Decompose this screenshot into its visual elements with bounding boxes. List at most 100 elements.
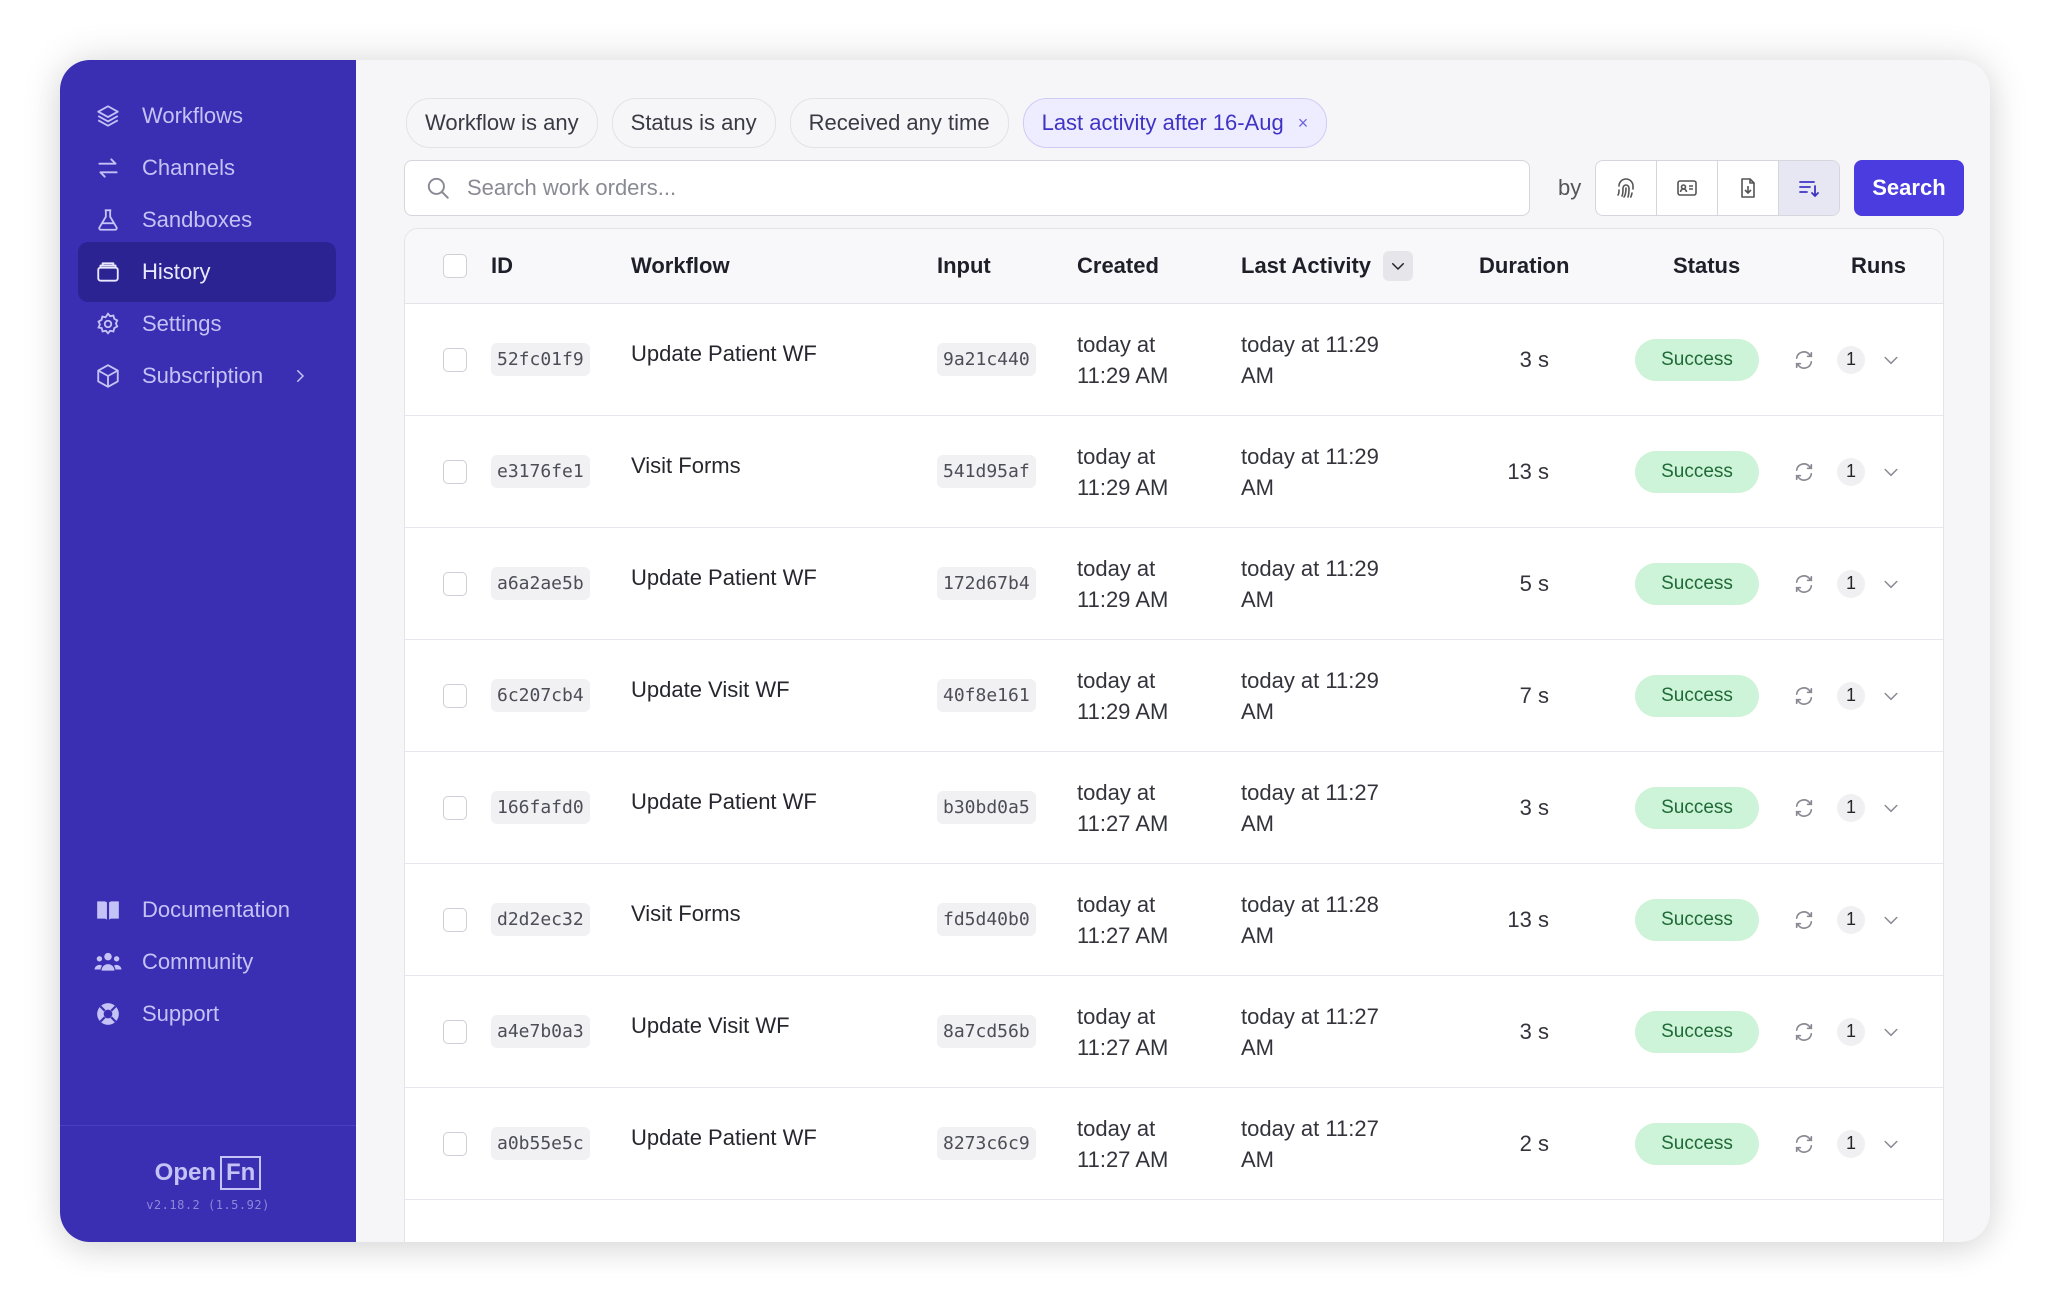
- filter-chip-received[interactable]: Received any time: [789, 98, 1009, 148]
- workflow-name[interactable]: Update Patient WF: [631, 564, 817, 590]
- chevron-down-icon[interactable]: [1881, 462, 1901, 482]
- table-row[interactable]: a0b55e5c Update Patient WF 8273c6c9 today a…: [405, 1088, 1943, 1200]
- workflow-name[interactable]: Visit Forms: [631, 452, 741, 478]
- created-line-2: 11:27 AM: [1077, 922, 1169, 948]
- row-checkbox[interactable]: [443, 1131, 467, 1156]
- sidebar-item-sandboxes[interactable]: Sandboxes: [78, 190, 336, 250]
- status-badge: Success: [1635, 450, 1759, 493]
- col-duration: Duration: [1479, 253, 1570, 278]
- sidebar-item-settings[interactable]: Settings: [78, 294, 336, 354]
- retry-icon[interactable]: [1793, 685, 1815, 707]
- search-by-id-button[interactable]: [1596, 161, 1658, 215]
- col-last-activity[interactable]: Last Activity: [1241, 229, 1414, 303]
- status-cell: Success: [1635, 416, 1759, 527]
- id-cell: 6c207cb4: [491, 640, 590, 751]
- search-by-file-button[interactable]: [1718, 161, 1780, 215]
- work-order-id[interactable]: a6a2ae5b: [491, 567, 590, 600]
- dataclip-id[interactable]: fd5d40b0: [937, 903, 1036, 936]
- row-checkbox[interactable]: [443, 683, 467, 708]
- table-row[interactable]: 52fc01f9 Update Patient WF 9a21c440 today a…: [405, 304, 1943, 416]
- status-cell: Success: [1635, 304, 1759, 415]
- table-row[interactable]: 166fafd0 Update Patient WF b30bd0a5 today a…: [405, 752, 1943, 864]
- row-checkbox[interactable]: [443, 907, 467, 932]
- row-checkbox[interactable]: [443, 459, 467, 484]
- chevron-down-icon[interactable]: [1881, 350, 1901, 370]
- filter-chip-workflow[interactable]: Workflow is any: [406, 98, 598, 148]
- last-activity-cell: today at 11:27 AM: [1241, 976, 1379, 1087]
- workflow-name[interactable]: Update Visit WF: [631, 1012, 790, 1038]
- row-checkbox[interactable]: [443, 795, 467, 820]
- row-checkbox[interactable]: [443, 571, 467, 596]
- work-order-id[interactable]: 166fafd0: [491, 791, 590, 824]
- sidebar-item-documentation[interactable]: Documentation: [78, 880, 336, 940]
- dataclip-id[interactable]: 541d95af: [937, 455, 1036, 488]
- select-all-checkbox[interactable]: [443, 254, 467, 278]
- chevron-down-icon[interactable]: [1881, 1134, 1901, 1154]
- last-activity-cell: today at 11:29 AM: [1241, 304, 1379, 415]
- retry-icon[interactable]: [1793, 349, 1815, 371]
- work-order-id[interactable]: 6c207cb4: [491, 679, 590, 712]
- workflow-name[interactable]: Update Patient WF: [631, 788, 817, 814]
- dataclip-id[interactable]: 8a7cd56b: [937, 1015, 1036, 1048]
- chevron-down-icon[interactable]: [1881, 798, 1901, 818]
- table-row[interactable]: a4e7b0a3 Update Visit WF 8a7cd56b today at 1…: [405, 976, 1943, 1088]
- close-icon[interactable]: ×: [1297, 112, 1309, 133]
- sidebar-item-support[interactable]: Support: [78, 984, 336, 1044]
- sort-desc-button[interactable]: [1383, 251, 1414, 281]
- sidebar-item-subscription[interactable]: Subscription: [78, 346, 336, 406]
- col-runs: Runs: [1851, 253, 1906, 278]
- workflow-name[interactable]: Update Visit WF: [631, 676, 790, 702]
- dataclip-id[interactable]: 9a21c440: [937, 343, 1036, 376]
- workflow-name[interactable]: Update Patient WF: [631, 1124, 817, 1150]
- status-badge: Success: [1635, 338, 1759, 381]
- dataclip-id[interactable]: 40f8e161: [937, 679, 1036, 712]
- sidebar-item-channels[interactable]: Channels: [78, 138, 336, 198]
- table-row[interactable]: 6c207cb4 Update Visit WF 40f8e161 today at 1…: [405, 640, 1943, 752]
- search-by-customer-button[interactable]: [1657, 161, 1719, 215]
- work-order-id[interactable]: a4e7b0a3: [491, 1015, 590, 1048]
- work-order-id[interactable]: d2d2ec32: [491, 903, 590, 936]
- duration-value: 2 s: [1519, 1130, 1549, 1156]
- filter-chip-last-activity[interactable]: Last activity after 16-Aug ×: [1022, 98, 1328, 148]
- archive-icon: [94, 258, 122, 286]
- dataclip-id[interactable]: 8273c6c9: [937, 1127, 1036, 1160]
- dataclip-id[interactable]: 172d67b4: [937, 567, 1036, 600]
- created-line-1: today at: [1077, 443, 1156, 469]
- table-row[interactable]: d2d2ec32 Visit Forms fd5d40b0 today at 11:27…: [405, 864, 1943, 976]
- search-button[interactable]: Search: [1854, 160, 1964, 216]
- retry-icon[interactable]: [1793, 1133, 1815, 1155]
- retry-icon[interactable]: [1793, 797, 1815, 819]
- work-order-id[interactable]: 52fc01f9: [491, 343, 590, 376]
- input-cell: b30bd0a5: [937, 752, 1036, 863]
- filter-chip-status[interactable]: Status is any: [611, 98, 776, 148]
- chevron-down-icon[interactable]: [1881, 686, 1901, 706]
- sidebar-item-community[interactable]: Community: [78, 932, 336, 992]
- chevron-down-icon[interactable]: [1881, 1022, 1901, 1042]
- search-input[interactable]: [465, 174, 1449, 202]
- openfn-logo[interactable]: Open Fn: [60, 1156, 356, 1190]
- table-row[interactable]: today at today at 11:27: [405, 1200, 1943, 1242]
- sidebar: Workflows Channels Sandboxes History Set…: [60, 60, 356, 1242]
- retry-icon[interactable]: [1793, 1021, 1815, 1043]
- search-by-log-button[interactable]: [1779, 161, 1840, 215]
- table-row[interactable]: a6a2ae5b Update Patient WF 172d67b4 today a…: [405, 528, 1943, 640]
- row-checkbox[interactable]: [443, 1019, 467, 1044]
- workflow-name[interactable]: Update Patient WF: [631, 340, 817, 366]
- sidebar-item-label: Community: [142, 949, 254, 974]
- retry-icon[interactable]: [1793, 909, 1815, 931]
- workflow-name[interactable]: Visit Forms: [631, 900, 741, 926]
- work-order-id[interactable]: e3176fe1: [491, 455, 590, 488]
- table-row[interactable]: e3176fe1 Visit Forms 541d95af today at 11:29…: [405, 416, 1943, 528]
- search-icon: [425, 175, 451, 201]
- retry-icon[interactable]: [1793, 573, 1815, 595]
- chevron-down-icon[interactable]: [1881, 910, 1901, 930]
- sidebar-item-history[interactable]: History: [78, 242, 336, 302]
- chevron-down-icon[interactable]: [1881, 574, 1901, 594]
- id-card-icon: [1675, 176, 1699, 200]
- row-checkbox[interactable]: [443, 347, 467, 372]
- sidebar-item-workflows[interactable]: Workflows: [78, 86, 336, 146]
- work-order-id[interactable]: a0b55e5c: [491, 1127, 590, 1160]
- runs-cell: 1: [1837, 304, 1865, 415]
- dataclip-id[interactable]: b30bd0a5: [937, 791, 1036, 824]
- retry-icon[interactable]: [1793, 461, 1815, 483]
